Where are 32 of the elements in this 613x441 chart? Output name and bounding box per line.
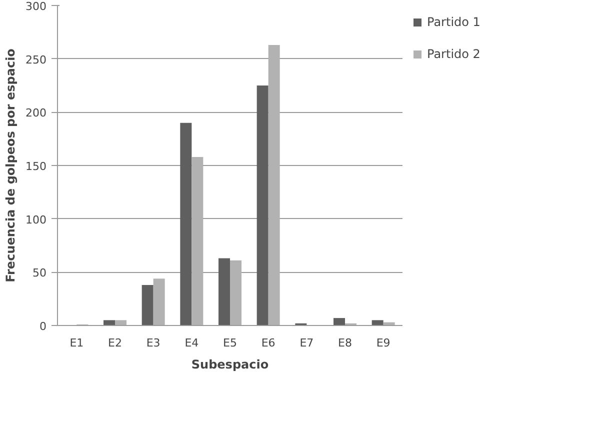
y-tick-label: 250 xyxy=(26,53,47,66)
x-tick-label: E4 xyxy=(184,336,199,350)
bar xyxy=(334,318,345,326)
bar xyxy=(142,284,154,326)
bar xyxy=(268,44,280,326)
bar xyxy=(153,278,165,326)
y-tick-label: 300 xyxy=(26,0,47,13)
y-tick-label: 50 xyxy=(32,266,47,280)
x-axis-title: Subespacio xyxy=(191,358,269,372)
bar xyxy=(115,320,126,326)
bar xyxy=(218,258,230,326)
y-axis-title: Frecuencia de golpeos por espacio xyxy=(4,48,18,282)
x-tick-label: E7 xyxy=(300,336,314,350)
legend-label: Partido 1 xyxy=(427,15,480,29)
bar xyxy=(180,122,192,326)
x-tick-label: E6 xyxy=(261,336,276,350)
bar xyxy=(104,320,115,326)
y-tick-label: 0 xyxy=(40,320,46,333)
x-tick-label: E5 xyxy=(223,336,237,350)
legend-label: Partido 2 xyxy=(427,47,480,61)
bar xyxy=(256,86,268,326)
bar xyxy=(372,320,384,326)
x-tick-label: E8 xyxy=(338,336,352,350)
y-tick-label: 100 xyxy=(26,213,47,226)
bar xyxy=(192,156,204,326)
bar xyxy=(230,260,242,326)
y-tick-label: 200 xyxy=(26,106,47,120)
y-tick-label: 150 xyxy=(26,160,47,173)
x-tick-label: E2 xyxy=(108,336,122,350)
x-tick-label: E3 xyxy=(146,336,160,350)
x-tick-label: E1 xyxy=(70,336,84,350)
x-tick-label: E9 xyxy=(376,336,390,350)
